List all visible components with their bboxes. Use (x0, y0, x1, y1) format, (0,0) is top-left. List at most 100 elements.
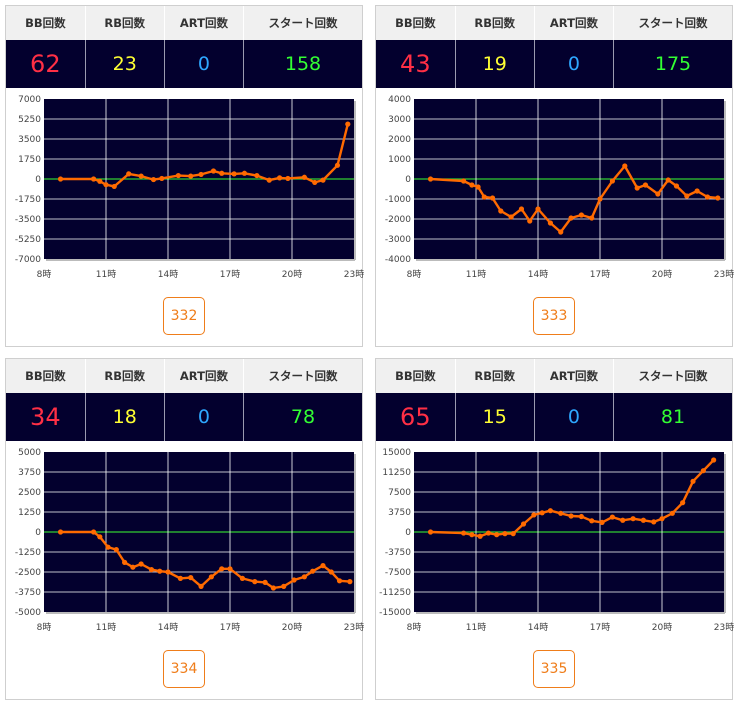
data-point (510, 531, 516, 537)
art-header: ART回数 (534, 6, 615, 40)
y-tick-label: 0 (35, 175, 41, 185)
x-tick-label: 11時 (466, 269, 486, 280)
data-point (262, 579, 268, 585)
machine-number-button[interactable]: 335 (533, 650, 575, 688)
y-tick-label: -3750 (385, 548, 411, 558)
data-point (711, 457, 717, 463)
x-tick-label: 17時 (590, 622, 610, 633)
bb-count: 34 (6, 393, 86, 441)
x-tick-label: 23時 (714, 269, 734, 280)
data-point (704, 194, 711, 200)
slump-chart: 7000 5250 3500 1750 0 -1750 -3500 -5250 -7000 8時 1… (15, 95, 364, 280)
y-tick-label: 2500 (18, 488, 41, 498)
bb-header: BB回数 (376, 6, 456, 40)
data-point (254, 172, 260, 179)
art-header: ART回数 (164, 359, 245, 393)
data-point (694, 188, 700, 194)
x-tick-label: 23時 (344, 622, 364, 633)
data-point (659, 516, 665, 522)
data-point (531, 512, 537, 518)
data-point (277, 175, 283, 181)
start-header: スタート回数 (613, 6, 732, 40)
y-tick-label: 15000 (382, 448, 411, 458)
y-tick-label: 7000 (18, 95, 41, 105)
data-point (634, 185, 640, 191)
x-tick-label: 11時 (466, 622, 486, 633)
data-point (281, 583, 287, 589)
data-point (461, 530, 467, 536)
machine-card: BB回数 RB回数 ART回数 スタート回数 34 18 0 78 5000 37… (5, 358, 364, 700)
start-count: 81 (613, 393, 732, 441)
bb-count: 43 (376, 40, 456, 88)
data-point (690, 478, 696, 484)
x-tick-label: 8時 (407, 269, 422, 280)
y-tick-label: -2500 (15, 568, 41, 578)
data-point (347, 579, 353, 585)
y-tick-label: -3500 (15, 215, 41, 225)
data-point (301, 174, 307, 180)
data-point (291, 577, 297, 583)
y-tick-label: 0 (35, 528, 41, 538)
y-tick-label: 3000 (388, 115, 411, 125)
bb-count: 62 (6, 40, 86, 88)
rb-header: RB回数 (455, 6, 535, 40)
data-point (481, 194, 487, 200)
machine-number-button[interactable]: 332 (163, 297, 205, 335)
data-point (655, 191, 661, 197)
data-point (91, 176, 97, 182)
data-point (91, 529, 97, 535)
data-point (208, 574, 214, 580)
data-point (126, 171, 132, 177)
data-point (266, 177, 272, 183)
data-point (642, 182, 649, 188)
data-point (188, 575, 194, 581)
data-point (547, 508, 553, 514)
x-tick-label: 20時 (282, 269, 302, 280)
machine-number-button[interactable]: 333 (533, 297, 575, 335)
art-count: 0 (534, 40, 615, 88)
rb-header: RB回数 (85, 359, 165, 393)
series-line (430, 164, 718, 234)
data-point (609, 514, 615, 520)
data-point (609, 178, 615, 184)
data-point (57, 176, 64, 182)
data-point (57, 529, 64, 535)
x-tick-label: 8時 (407, 622, 422, 633)
data-point (485, 530, 491, 536)
y-tick-label: 1000 (388, 155, 411, 165)
start-header: スタート回数 (613, 359, 732, 393)
bb-header: BB回数 (6, 359, 86, 393)
data-point (219, 170, 225, 176)
data-point (599, 519, 605, 525)
data-point (489, 195, 496, 201)
data-point (547, 220, 553, 226)
y-tick-label: -3000 (385, 235, 411, 245)
data-point (684, 193, 690, 199)
data-point (320, 563, 326, 569)
y-tick-label: -11250 (379, 588, 411, 598)
data-point (111, 183, 117, 190)
y-tick-label: 5250 (18, 115, 41, 125)
machine-number-button[interactable]: 334 (163, 650, 205, 688)
bb-header: BB回数 (6, 6, 86, 40)
data-point (539, 510, 545, 516)
rb-count: 18 (85, 393, 165, 441)
rb-count: 19 (455, 40, 535, 88)
art-count: 0 (164, 40, 245, 88)
start-count: 78 (243, 393, 362, 441)
data-point (518, 206, 525, 212)
data-point (301, 574, 307, 580)
data-point (227, 566, 233, 572)
data-point (177, 575, 183, 581)
slump-chart: 4000 3000 2000 1000 0 -1000 -2000 -3000 -4000 8時 1… (385, 95, 734, 280)
data-point (469, 532, 475, 538)
machine-card: BB回数 RB回数 ART回数 スタート回数 62 23 0 158 7000 5… (5, 5, 364, 347)
start-header: スタート回数 (243, 359, 362, 393)
data-point (210, 168, 217, 174)
slump-chart: 15000 11250 7500 3750 0 -3750 -7500 -11250 -1500… (379, 448, 734, 633)
x-tick-label: 14時 (158, 269, 178, 280)
machine-card: BB回数 RB回数 ART回数 スタート回数 65 15 0 81 15000 1… (375, 358, 734, 700)
data-point (477, 533, 483, 539)
y-tick-label: -4000 (385, 255, 411, 265)
art-count: 0 (534, 393, 615, 441)
